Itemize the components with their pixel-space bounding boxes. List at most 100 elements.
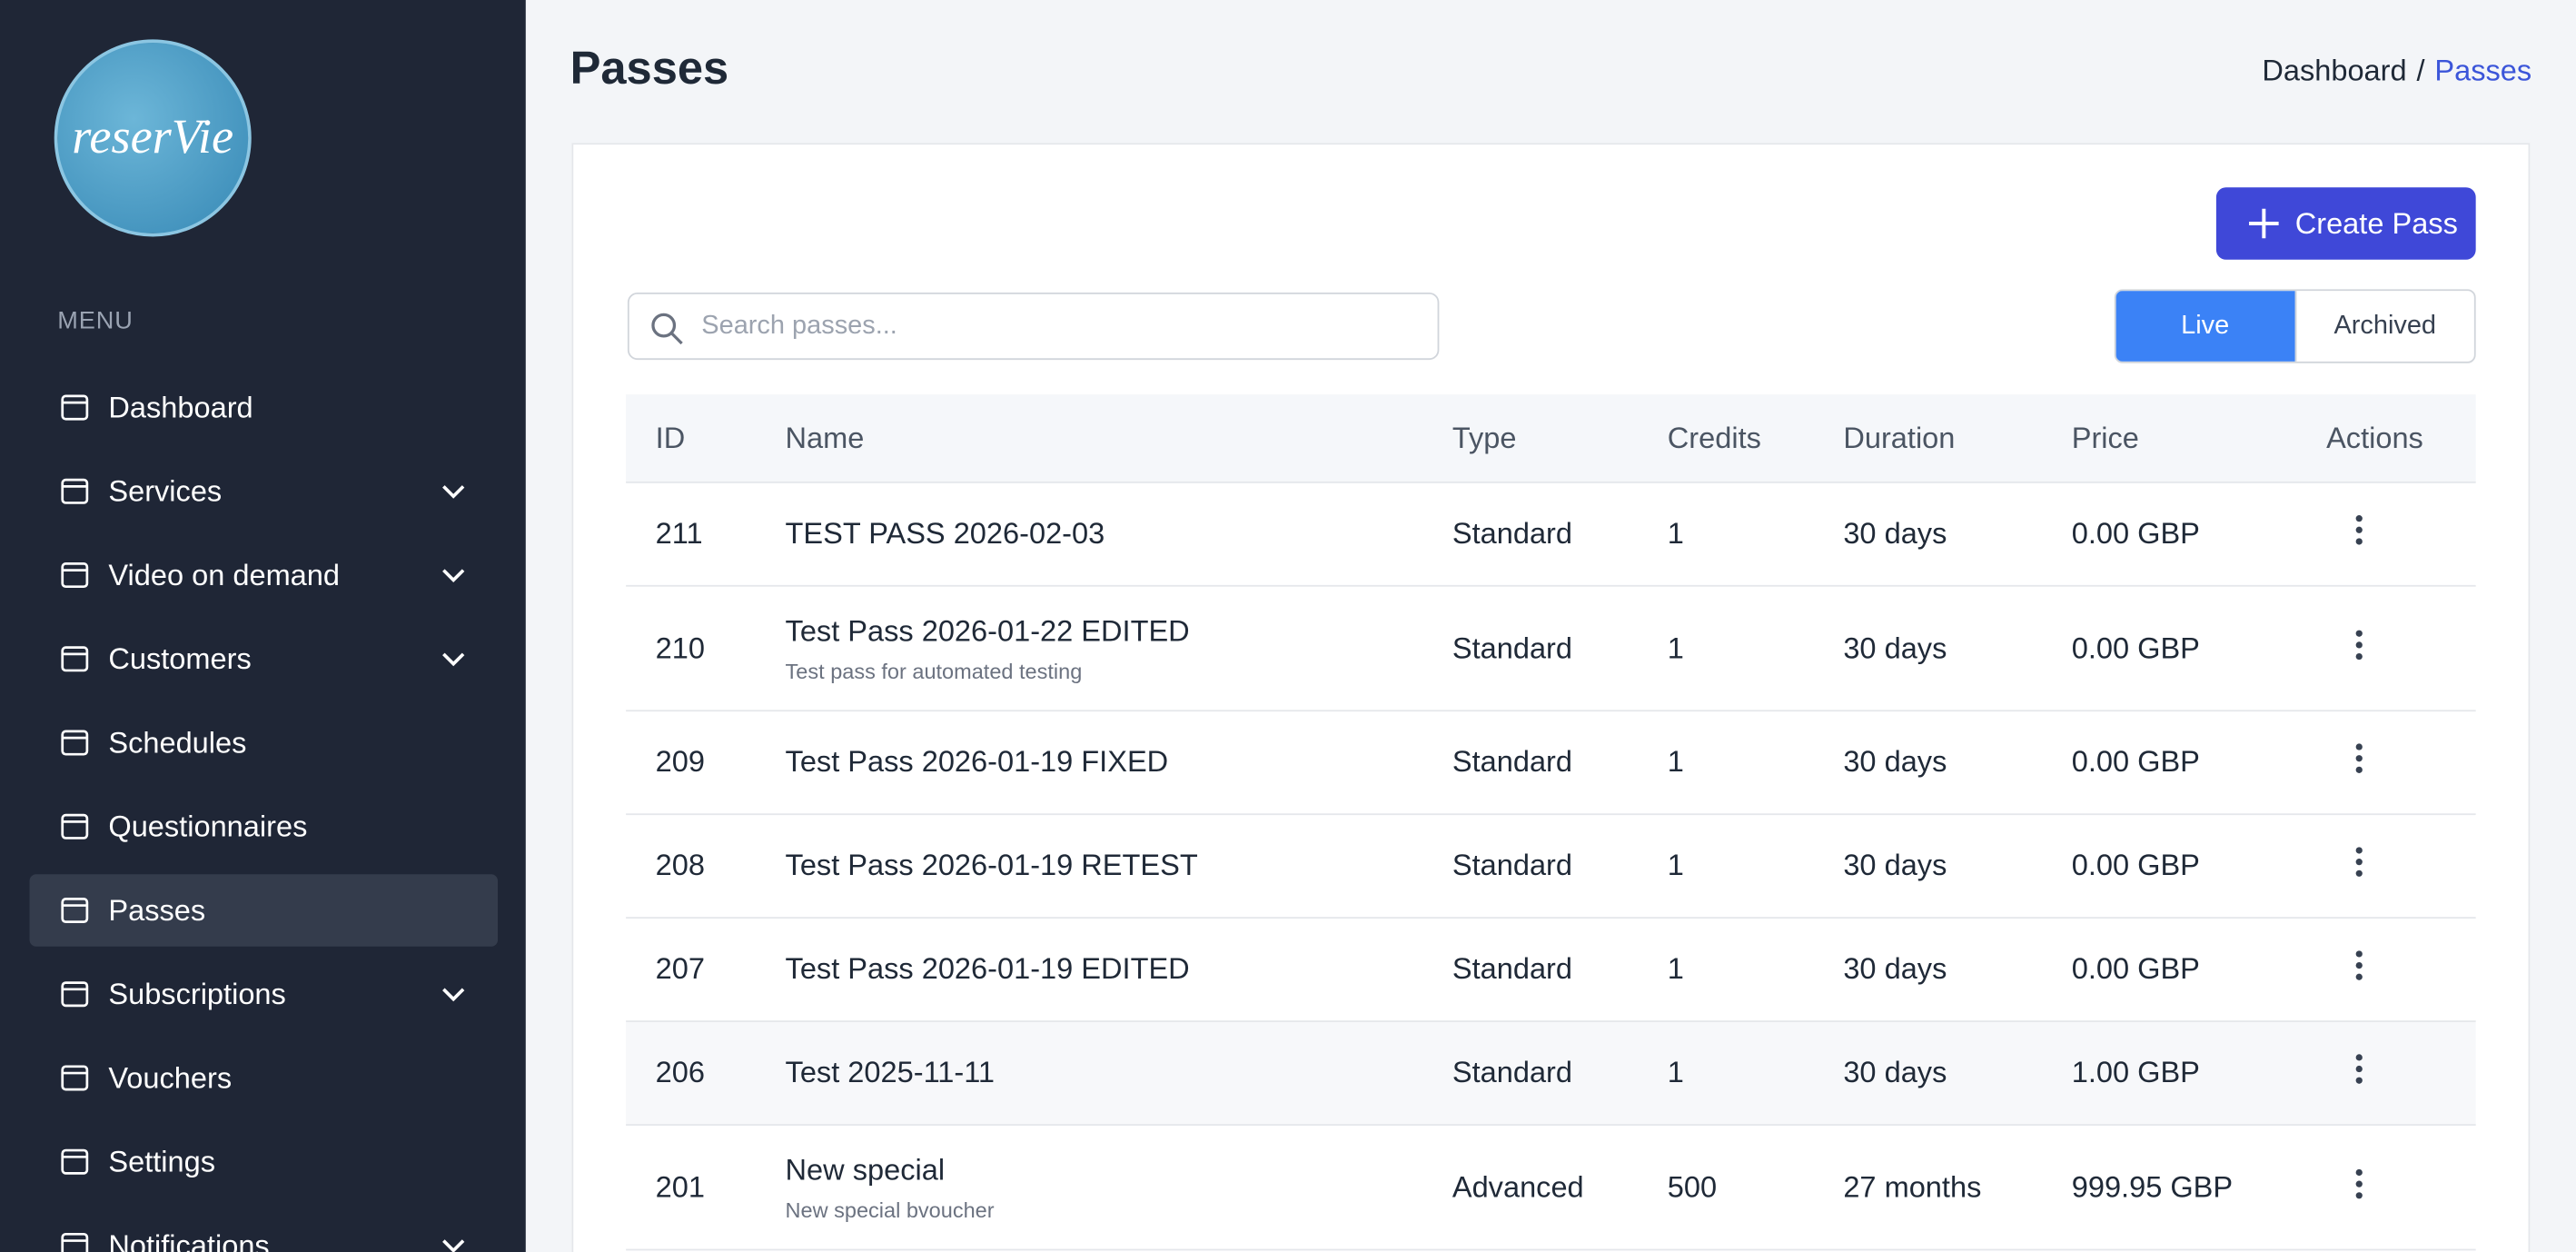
menu-item[interactable]: Customers	[30, 622, 498, 695]
cell-credits: 1	[1667, 952, 1684, 986]
menu-item[interactable]: Questionnaires	[30, 790, 498, 863]
menu-item[interactable]: Services	[30, 455, 498, 528]
menu-icon	[61, 646, 89, 672]
menu-icon	[61, 897, 89, 924]
column-header: ID	[655, 421, 686, 454]
menu-item[interactable]: Notifications	[30, 1209, 498, 1252]
chevron	[442, 1239, 465, 1252]
pass-name: TEST PASS 2026-02-03	[785, 516, 1105, 551]
actions-menu[interactable]	[2343, 1052, 2375, 1093]
menu-label: Services	[108, 473, 223, 507]
table-row: 209 Standard 1 30 days 0.00 GBP Test Pass 202…	[626, 711, 2476, 816]
cell-price: 1.00 GBP	[2071, 1056, 2200, 1089]
menu-label: Video on demand	[108, 558, 341, 591]
kebab-icon	[2355, 847, 2363, 877]
table-row: 211 Standard 1 30 days 0.00 GBP TEST PASS 202…	[626, 483, 2476, 587]
create-button[interactable]: Create Pass	[2215, 187, 2476, 260]
menu-icon	[61, 1148, 89, 1175]
cell-credits: 1	[1667, 631, 1684, 664]
table-row: 207 Standard 1 30 days 0.00 GBP Test Pass 202…	[626, 919, 2476, 1022]
breadcrumb-separator: /	[2416, 54, 2425, 87]
table-row: 201 Advanced 500 27 months 999.95 GBP New spe…	[626, 1126, 2476, 1251]
name-cell: Test Pass 2026-01-19 FIXED	[786, 745, 1169, 780]
menu-label: Schedules	[108, 725, 247, 759]
search-placeholder: Search passes...	[701, 311, 897, 340]
actions-menu[interactable]	[2343, 1167, 2375, 1207]
menu-icon	[61, 981, 89, 1008]
tabs: Live Archived	[2114, 289, 2476, 363]
page-title: Passes	[570, 43, 729, 94]
menu-icon	[61, 562, 89, 589]
menu-item[interactable]: Subscriptions	[30, 958, 498, 1030]
cell-id: 211	[655, 516, 703, 551]
chevron	[442, 988, 465, 1002]
chevron	[442, 485, 465, 499]
name-cell: TEST PASS 2026-02-03	[786, 517, 1105, 551]
actions-menu[interactable]	[2343, 742, 2375, 783]
cell-price: 999.95 GBP	[2071, 1169, 2234, 1203]
cell-id: 206	[655, 1056, 706, 1089]
menu-label: MENU	[57, 307, 134, 335]
cell-price: 0.00 GBP	[2071, 631, 2200, 664]
menu-label: Customers	[108, 641, 252, 675]
create-button-label: Create Pass	[2294, 205, 2458, 240]
cell-duration: 30 days	[1843, 1056, 1947, 1089]
table: ID Name Type Credits Duration Price Actions 211…	[626, 394, 2476, 1251]
pass-name: Test Pass 2026-01-19 FIXED	[785, 745, 1169, 779]
cell-credits: 500	[1667, 1169, 1718, 1203]
cell-id: 210	[655, 631, 706, 664]
actions-menu[interactable]	[2343, 846, 2375, 887]
actions-menu[interactable]	[2343, 513, 2375, 554]
cell-credits: 1	[1667, 1056, 1684, 1089]
cell-type: Standard	[1451, 952, 1573, 986]
table-header: ID Name Type Credits Duration Price Actions	[626, 394, 2476, 483]
actions-menu[interactable]	[2343, 949, 2375, 990]
menu-item[interactable]: Dashboard	[30, 372, 498, 444]
breadcrumb-link[interactable]: Dashboard	[2262, 54, 2407, 87]
cell-credits: 1	[1667, 516, 1684, 551]
tab[interactable]: Archived	[2294, 291, 2474, 362]
menu-item[interactable]: Vouchers	[30, 1042, 498, 1115]
menu-label: Questionnaires	[108, 809, 308, 842]
cell-type: Standard	[1451, 1056, 1573, 1089]
pass-description: Test pass for automated testing	[785, 658, 1083, 683]
logo[interactable]: reserVie	[54, 39, 252, 237]
menu-label: Settings	[108, 1144, 216, 1177]
tab[interactable]: Live	[2115, 291, 2294, 362]
cell-duration: 30 days	[1843, 952, 1947, 986]
cell-type: Standard	[1451, 849, 1573, 882]
kebab-icon	[2355, 515, 2363, 545]
menu-item[interactable]: Schedules	[30, 707, 498, 780]
menu-item[interactable]: Video on demand	[30, 539, 498, 611]
column-header: Credits	[1667, 421, 1761, 454]
breadcrumb-current: Passes	[2434, 54, 2532, 87]
menu-icon	[61, 394, 89, 421]
menu-icon	[61, 813, 89, 840]
name-cell: Test Pass 2026-01-19 RETEST	[786, 849, 1198, 883]
pass-name: Test Pass 2026-01-19 RETEST	[785, 849, 1198, 882]
pass-name: Test Pass 2026-01-22 EDITED	[785, 613, 1190, 647]
cell-duration: 30 days	[1843, 631, 1947, 664]
cell-duration: 27 months	[1843, 1169, 1982, 1203]
menu-label: Passes	[108, 893, 206, 927]
menu-item[interactable]: Settings	[30, 1126, 498, 1198]
chevron	[442, 652, 465, 667]
kebab-icon	[2355, 950, 2363, 980]
menu-label: Dashboard	[108, 390, 253, 423]
actions-menu[interactable]	[2343, 628, 2375, 669]
search-input[interactable]: Search passes...	[627, 292, 1440, 361]
menu-label: Notifications	[108, 1227, 270, 1252]
cell-type: Standard	[1451, 745, 1573, 779]
cell-price: 0.00 GBP	[2071, 849, 2200, 882]
pass-name: Test 2025-11-11	[785, 1056, 996, 1089]
plus-icon	[2249, 208, 2279, 239]
pass-description: New special bvoucher	[785, 1197, 995, 1222]
table-row: 210 Standard 1 30 days 0.00 GBP Test Pass 202…	[626, 587, 2476, 712]
cell-credits: 1	[1667, 849, 1684, 882]
name-cell: Test 2025-11-11	[786, 1056, 995, 1090]
breadcrumb: Dashboard / Passes	[2262, 55, 2531, 89]
cell-duration: 30 days	[1843, 516, 1947, 551]
cell-price: 0.00 GBP	[2071, 516, 2200, 551]
menu-item[interactable]: Passes	[29, 874, 499, 947]
